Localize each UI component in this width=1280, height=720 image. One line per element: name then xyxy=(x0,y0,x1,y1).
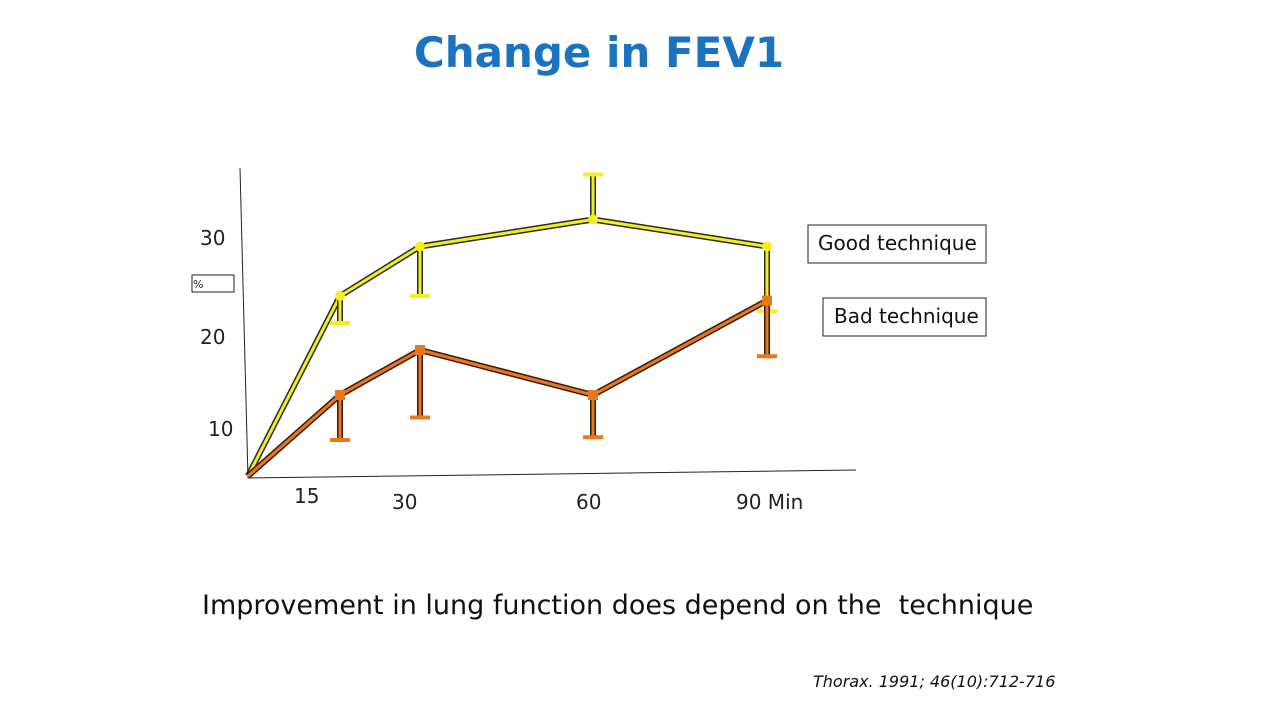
x-tick-label: 30 xyxy=(392,490,417,514)
good-legend-box xyxy=(807,224,987,264)
y-tick-label: 10 xyxy=(208,417,233,441)
good-data-point xyxy=(335,291,345,301)
bad-data-point xyxy=(588,390,598,400)
y-axis-label-box xyxy=(191,274,235,293)
bad-legend-box xyxy=(822,297,987,337)
good-data-point xyxy=(588,214,598,225)
slide-title: Change in FEV1 xyxy=(413,28,785,77)
y-axis-label: % xyxy=(193,278,203,291)
y-tick-label: 30 xyxy=(200,226,225,250)
x-tick-label: 90 Min xyxy=(736,490,803,514)
good-series-line-outline xyxy=(245,216,768,478)
bad-data-point xyxy=(415,345,425,355)
y-axis xyxy=(239,167,249,479)
bad-data-point xyxy=(335,390,345,400)
good-data-point xyxy=(415,241,425,252)
bad-legend-label: Bad technique xyxy=(834,304,979,328)
citation: Thorax. 1991; 46(10):712-716 xyxy=(813,672,1056,691)
x-tick-label: 15 xyxy=(294,484,319,508)
x-axis xyxy=(247,469,857,479)
good-data-point xyxy=(762,241,772,252)
bad-data-point xyxy=(762,295,772,306)
slide-caption: Improvement in lung function does depend… xyxy=(202,590,1034,621)
good-series-line xyxy=(246,218,768,477)
x-tick-label: 60 xyxy=(576,490,601,514)
good-legend-label: Good technique xyxy=(818,231,977,255)
y-tick-label: 20 xyxy=(200,325,225,349)
